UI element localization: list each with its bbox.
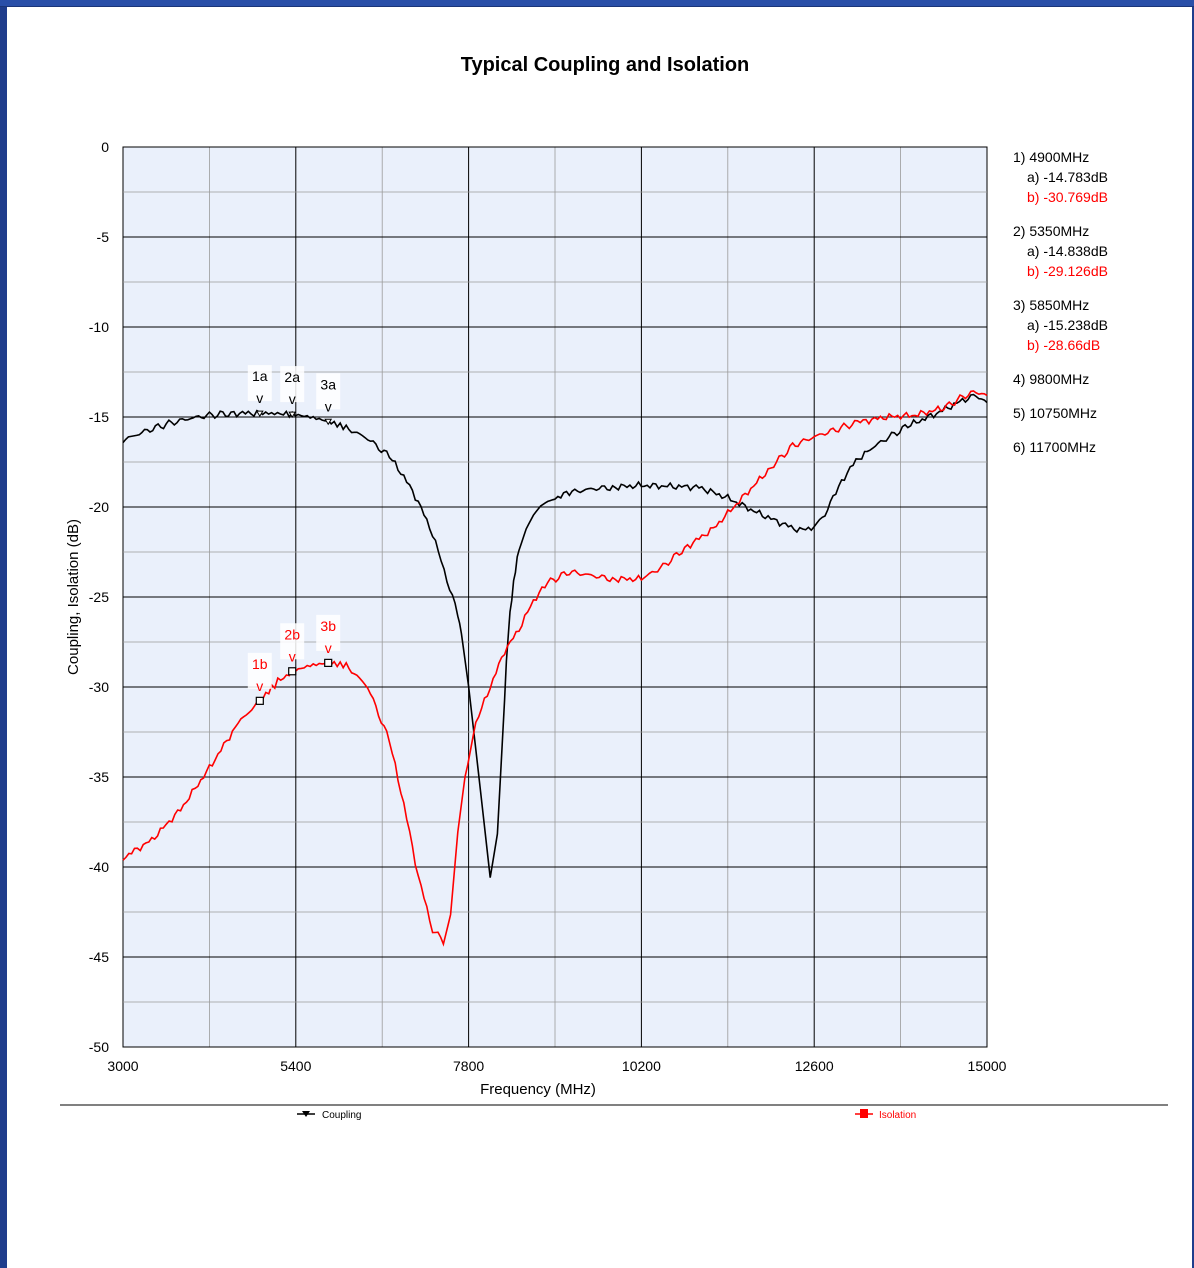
grid-lines (122, 146, 988, 1048)
marker-label-bg (247, 652, 272, 689)
marker-points: 1a v 2a v 3a v 1b v 2b v 3b v (247, 365, 341, 705)
readout-isolation: b) -30.769dB (1027, 189, 1108, 205)
x-tick-label: 15000 (968, 1058, 1007, 1074)
marker-point (288, 667, 297, 676)
marker-caret: v (325, 398, 332, 414)
marker-label-bg (316, 373, 341, 410)
marker-point (324, 418, 333, 426)
x-tick-label: 7800 (453, 1058, 484, 1074)
y-tick-label: -50 (89, 1039, 109, 1055)
axis-ticks: 3000 5400 7800 10200 12600 15000 0 -5 -10 -15 -20 -… (89, 139, 1007, 1074)
readout-frequency: 2) 5350MHz (1013, 223, 1089, 239)
legend-marker-isolation (860, 1109, 868, 1118)
marker-caret: v (256, 678, 263, 694)
marker-caret: v (325, 640, 332, 656)
marker-label: 2b (284, 626, 300, 642)
chart-title: Typical Coupling and Isolation (461, 54, 750, 76)
marker-caret: v (289, 648, 296, 664)
readout-frequency: 1) 4900MHz (1013, 149, 1089, 165)
marker-point (255, 696, 264, 705)
chart-legend: Coupling Isolation (297, 1109, 916, 1121)
marker-label-bg (316, 614, 341, 651)
series-line-coupling (122, 393, 988, 878)
y-tick-label: -30 (89, 679, 109, 695)
marker-label: 1a (252, 368, 268, 384)
y-tick-label: -45 (89, 949, 109, 965)
marker-label-bg (280, 623, 305, 660)
readout-isolation: b) -28.66dB (1027, 337, 1100, 353)
series-lines (122, 390, 988, 947)
y-tick-label: -5 (97, 229, 110, 245)
readout-frequency: 6) 11700MHz (1013, 439, 1096, 455)
y-tick-label: -35 (89, 769, 109, 785)
readout-frequency: 4) 9800MHz (1013, 371, 1089, 387)
marker-label-bg (280, 366, 305, 403)
readout-coupling: a) -14.838dB (1027, 243, 1108, 259)
marker-point (288, 411, 297, 419)
legend-marker-coupling (302, 1111, 310, 1117)
readout-frequency: 5) 10750MHz (1013, 405, 1097, 421)
readout-coupling: a) -15.238dB (1027, 317, 1108, 333)
y-tick-label: -20 (89, 499, 109, 515)
marker-readout-table: 1) 4900MHz a) -14.783dB b) -30.769dB 2) 535… (1013, 149, 1108, 455)
readout-isolation: b) -29.126dB (1027, 263, 1108, 279)
x-axis-label: Frequency (MHz) (480, 1081, 596, 1098)
x-tick-label: 3000 (107, 1058, 138, 1074)
x-tick-label: 12600 (795, 1058, 834, 1074)
y-tick-label: -40 (89, 859, 109, 875)
legend-label-coupling: Coupling (322, 1110, 361, 1121)
series-line-isolation (122, 390, 988, 947)
marker-label: 3a (320, 376, 336, 392)
y-tick-label: 0 (101, 139, 109, 155)
x-tick-label: 10200 (622, 1058, 661, 1074)
x-tick-label: 5400 (280, 1058, 311, 1074)
readout-coupling: a) -14.783dB (1027, 169, 1108, 185)
marker-point (255, 410, 264, 418)
marker-caret: v (256, 390, 263, 406)
marker-label-bg (247, 365, 272, 402)
legend-label-isolation: Isolation (879, 1110, 916, 1121)
marker-label: 3b (320, 618, 336, 634)
marker-label: 2a (284, 369, 300, 385)
marker-caret: v (289, 391, 296, 407)
y-tick-label: -15 (89, 409, 109, 425)
y-tick-label: -10 (89, 319, 109, 335)
window-top-bar (0, 0, 1194, 7)
marker-point (324, 658, 333, 667)
y-tick-label: -25 (89, 589, 109, 605)
y-axis-label: Coupling, Isolation (dB) (65, 519, 82, 675)
readout-frequency: 3) 5850MHz (1013, 297, 1089, 313)
marker-label: 1b (252, 656, 268, 672)
